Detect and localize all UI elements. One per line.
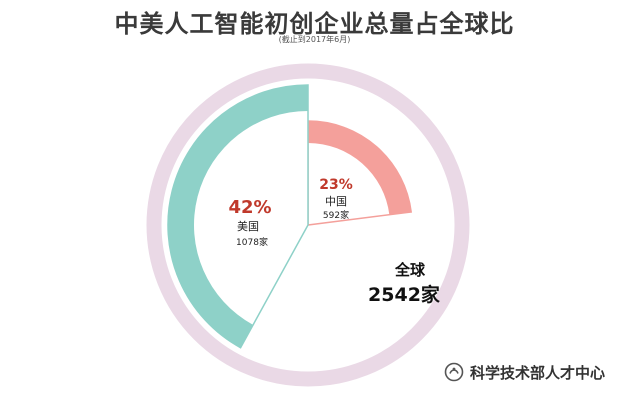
outer-ring bbox=[146, 63, 470, 387]
watermark-text: 科学技术部人才中心 bbox=[470, 363, 606, 382]
china-slice-band bbox=[308, 121, 412, 215]
wechat-official-account-icon bbox=[444, 362, 464, 382]
china-percent-label: 23% bbox=[319, 177, 353, 193]
usa-country-label: 美国 bbox=[237, 220, 259, 233]
usa-slice-band bbox=[168, 85, 308, 348]
watermark: 科学技术部人才中心 bbox=[444, 358, 605, 386]
page-subtitle: (截止到2017年6月) bbox=[278, 35, 351, 44]
usa-percent-label: 42% bbox=[228, 197, 271, 218]
usa-count-label: 1078家 bbox=[236, 236, 268, 248]
global-label: 全球 bbox=[394, 261, 426, 279]
china-count-label: 592家 bbox=[323, 209, 349, 221]
global-count-label: 2542家 bbox=[368, 283, 441, 306]
page-title: 中美人工智能初创企业总量占全球比 bbox=[114, 10, 515, 38]
china-country-label: 中国 bbox=[325, 195, 347, 208]
